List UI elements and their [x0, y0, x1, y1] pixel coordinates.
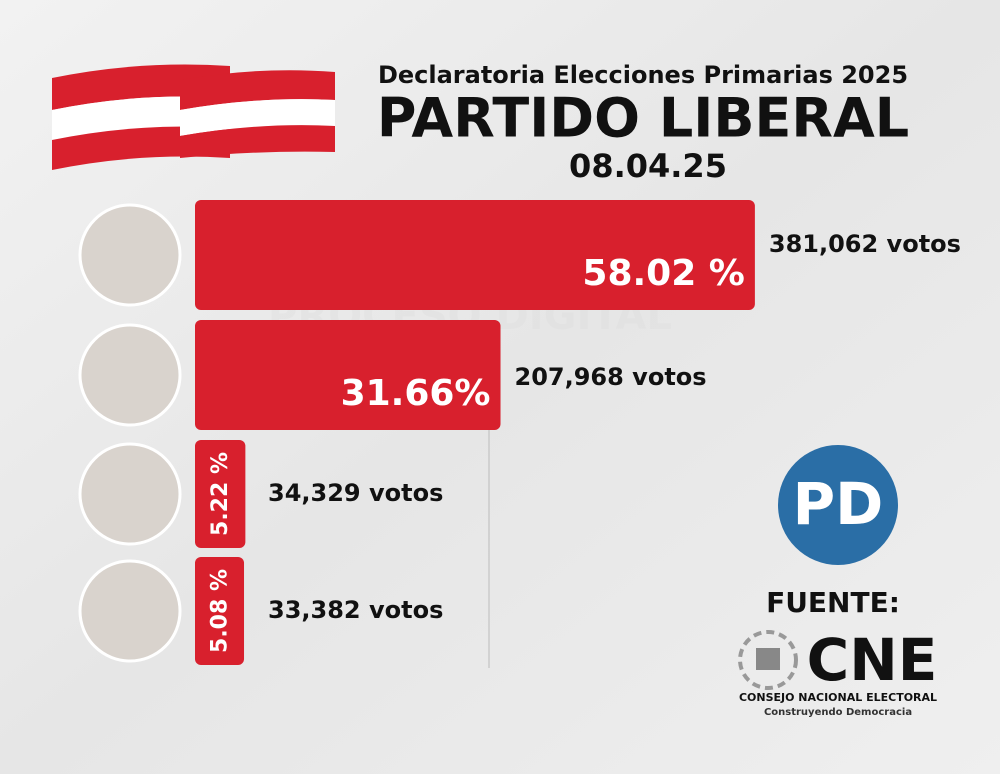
- value-label: 58.02 %: [582, 253, 744, 294]
- source-full-name: CONSEJO NACIONAL ELECTORAL: [739, 691, 937, 704]
- candidate-photo: [78, 203, 182, 307]
- date: 08.04.25: [569, 147, 727, 185]
- bar: [195, 557, 245, 665]
- vote-count: 34,329 votos: [268, 479, 443, 507]
- value-label: 5.22 %: [208, 452, 233, 536]
- source-name: CNE: [807, 626, 938, 694]
- bar: [195, 320, 501, 430]
- value-label: 31.66%: [341, 373, 491, 414]
- vote-count: 381,062 votos: [769, 230, 961, 258]
- badge-circle: [778, 445, 898, 565]
- vote-count: 207,968 votos: [515, 363, 707, 391]
- flag-ribbon: [52, 64, 335, 170]
- badge: PD: [793, 470, 884, 538]
- subtitle: Declaratoria Elecciones Primarias 2025: [378, 61, 908, 89]
- candidate-photo: [78, 559, 182, 663]
- title: PARTIDO LIBERAL: [377, 87, 909, 150]
- cne-logo-icon: [738, 630, 798, 690]
- vote-count: 33,382 votos: [268, 596, 443, 624]
- candidate-photo: [78, 323, 182, 427]
- value-label: 5.08 %: [208, 569, 233, 653]
- source-label: FUENTE:: [766, 586, 900, 619]
- bar: [195, 440, 246, 548]
- source-tagline: Construyendo Democracia: [764, 707, 912, 718]
- candidate-photo: [78, 442, 182, 546]
- bar: [195, 200, 755, 310]
